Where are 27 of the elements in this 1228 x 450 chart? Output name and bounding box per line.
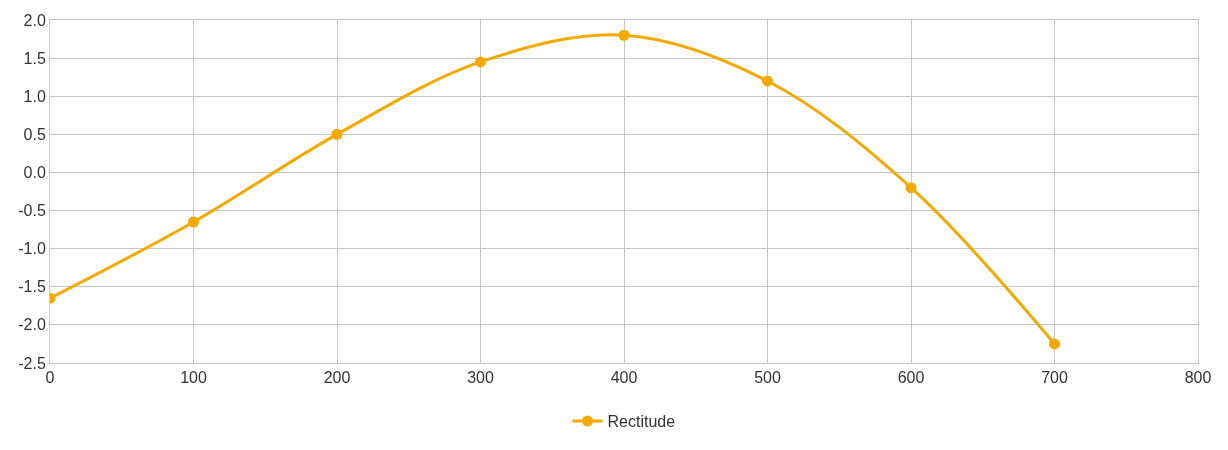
x-tick-label: 400 bbox=[610, 369, 638, 387]
y-tick-label: 0.5 bbox=[23, 125, 46, 143]
point bbox=[475, 56, 486, 68]
point bbox=[618, 29, 630, 41]
x-tick-label: 600 bbox=[897, 369, 925, 387]
x-tick-label: 500 bbox=[754, 369, 781, 387]
x-tick-label: 200 bbox=[323, 369, 351, 387]
y-tick-label: 0.0 bbox=[23, 164, 46, 182]
y-tick-label: -0.5 bbox=[18, 202, 46, 220]
x-tick-label: 100 bbox=[180, 369, 207, 387]
point bbox=[331, 128, 343, 140]
point bbox=[762, 75, 773, 87]
x-tick-label: 0 bbox=[45, 369, 55, 387]
legend-label: Rectitude bbox=[607, 413, 676, 431]
x-tick-label: 700 bbox=[1041, 369, 1068, 387]
y-tick-label: -2.0 bbox=[18, 316, 46, 334]
point bbox=[1049, 338, 1060, 350]
y-tick-label: 1.5 bbox=[23, 49, 46, 67]
point bbox=[905, 182, 917, 194]
x-tick-label: 800 bbox=[1184, 369, 1212, 387]
y-tick-label: 2.0 bbox=[23, 11, 46, 29]
y-tick-label: -1.5 bbox=[18, 278, 46, 296]
x-tick-label: 300 bbox=[467, 369, 494, 387]
point bbox=[188, 216, 199, 228]
y-tick-label: -1.0 bbox=[18, 240, 46, 258]
y-tick-label: 1.0 bbox=[23, 87, 46, 105]
y-tick-label: -2.5 bbox=[18, 354, 46, 372]
